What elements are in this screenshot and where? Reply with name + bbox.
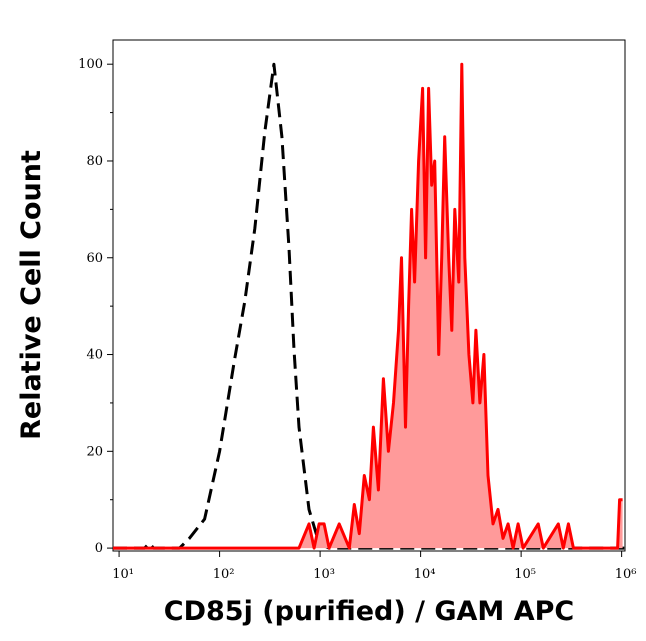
x-tick-label: 10³ <box>313 567 335 582</box>
x-tick-label: 10¹ <box>112 567 134 582</box>
y-tick-label: 40 <box>86 348 103 363</box>
line <box>113 62 625 550</box>
line <box>113 62 623 550</box>
y-tick-label: 20 <box>86 444 103 459</box>
y-tick-label: 60 <box>86 251 103 266</box>
x-tick-label: 10² <box>213 567 235 582</box>
area <box>113 64 623 549</box>
x-tick-label: 10⁵ <box>514 567 536 582</box>
plot-frame <box>112 39 626 552</box>
x-tick-label: 10⁴ <box>414 567 436 582</box>
y-axis-title: Relative Cell Count <box>16 150 47 440</box>
y-tick-label: 100 <box>78 57 103 72</box>
y-tick-label: 80 <box>86 154 103 169</box>
x-axis-title: CD85j (purified) / GAM APC <box>164 596 574 627</box>
y-tick-label: 0 <box>95 541 103 556</box>
x-tick-label: 10⁶ <box>615 567 637 582</box>
